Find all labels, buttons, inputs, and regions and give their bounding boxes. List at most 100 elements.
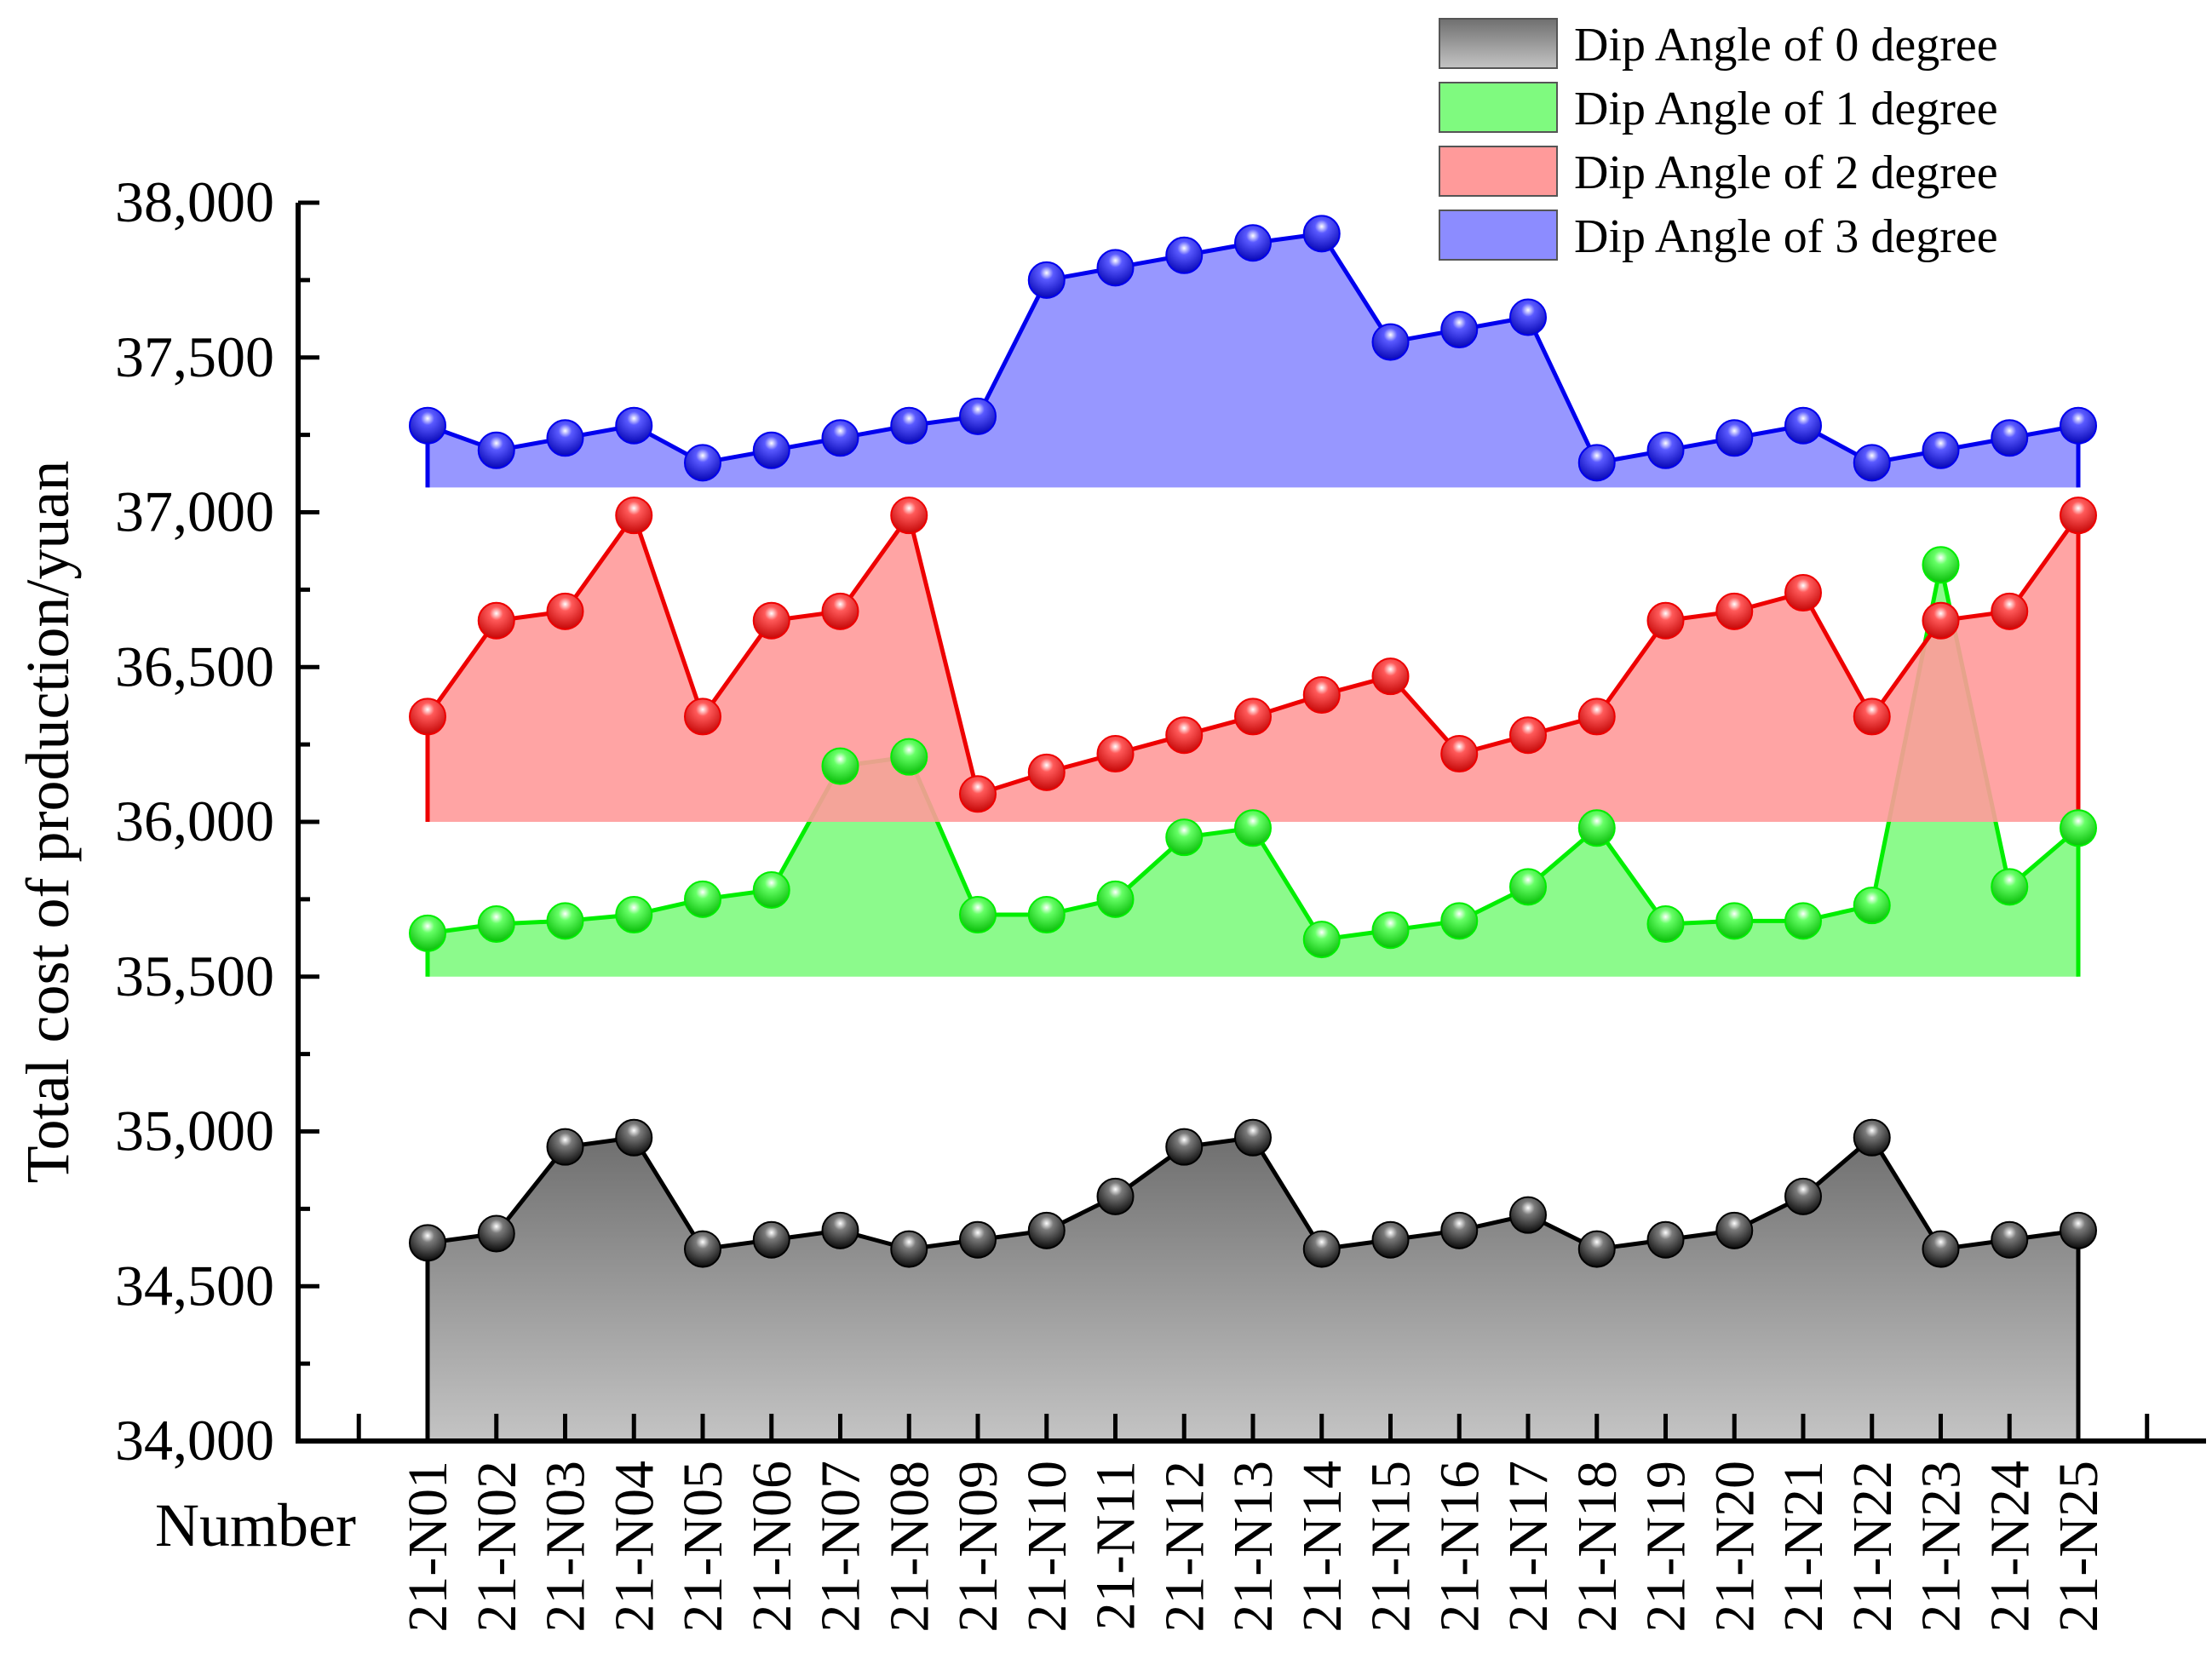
data-point bbox=[1096, 735, 1135, 773]
data-point bbox=[477, 431, 515, 469]
data-point bbox=[1646, 1220, 1685, 1259]
y-tick-label: 37,500 bbox=[115, 324, 274, 389]
data-point bbox=[1234, 698, 1272, 736]
x-tick-label: 21-N02 bbox=[466, 1461, 528, 1633]
legend-label-0: Dip Angle of 0 degree bbox=[1574, 19, 1998, 72]
data-point bbox=[1853, 444, 1891, 482]
x-tick-label: 21-N16 bbox=[1428, 1461, 1491, 1633]
data-point bbox=[1165, 716, 1204, 755]
series-0 bbox=[425, 1135, 2081, 1441]
data-point bbox=[1371, 911, 1410, 950]
x-tick-label: 21-N10 bbox=[1016, 1461, 1078, 1633]
data-point bbox=[1440, 735, 1479, 773]
data-point bbox=[959, 896, 997, 934]
x-tick-label: 21-N11 bbox=[1085, 1461, 1147, 1630]
series-area-3 bbox=[428, 233, 2078, 488]
data-point bbox=[1509, 868, 1547, 906]
data-point bbox=[1853, 1118, 1891, 1157]
data-point bbox=[821, 1211, 859, 1249]
y-axis-title: Total cost of production/yuan bbox=[14, 461, 82, 1184]
series-markers-0 bbox=[409, 1118, 2097, 1268]
data-point bbox=[1646, 601, 1685, 640]
data-point bbox=[409, 698, 446, 736]
y-tick-label: 38,000 bbox=[115, 169, 274, 234]
data-point bbox=[1577, 809, 1616, 847]
series-area-2 bbox=[428, 515, 2078, 822]
data-point bbox=[1302, 921, 1341, 959]
data-point bbox=[1234, 224, 1272, 262]
data-point bbox=[1440, 902, 1479, 940]
data-point bbox=[2060, 1211, 2097, 1249]
data-point bbox=[752, 870, 790, 909]
data-point bbox=[752, 431, 790, 469]
x-tick-label: 21-N24 bbox=[1979, 1461, 2041, 1633]
data-point bbox=[2060, 809, 2097, 847]
x-tick-label: 21-N12 bbox=[1153, 1461, 1215, 1633]
data-point bbox=[1027, 753, 1066, 791]
legend-label-3: Dip Angle of 3 degree bbox=[1574, 210, 1998, 263]
data-point bbox=[1991, 592, 2029, 630]
data-point bbox=[1096, 1177, 1135, 1215]
data-point bbox=[1715, 902, 1754, 940]
legend: Dip Angle of 0 degree Dip Angle of 1 deg… bbox=[1439, 18, 1998, 263]
data-point bbox=[1165, 1128, 1204, 1166]
data-point bbox=[752, 601, 790, 640]
data-point bbox=[1715, 1211, 1754, 1249]
x-tick-label: 21-N25 bbox=[2048, 1461, 2110, 1633]
data-point bbox=[1715, 592, 1754, 630]
series-markers-2 bbox=[409, 497, 2097, 813]
x-tick-label: 21-N05 bbox=[672, 1461, 734, 1633]
series-2 bbox=[425, 513, 2081, 822]
data-point bbox=[821, 592, 859, 630]
data-point bbox=[890, 738, 928, 776]
data-point bbox=[1165, 236, 1204, 274]
data-point bbox=[1509, 298, 1547, 336]
x-tick-label: 21-N22 bbox=[1841, 1461, 1904, 1633]
y-tick-label: 35,500 bbox=[115, 944, 274, 1008]
data-point bbox=[959, 397, 997, 435]
series-area-0 bbox=[428, 1137, 2078, 1441]
data-point bbox=[684, 698, 721, 736]
data-point bbox=[615, 406, 653, 445]
data-point bbox=[1922, 546, 1960, 584]
x-tick-label: 21-N17 bbox=[1497, 1461, 1560, 1633]
x-tick-label: 21-N03 bbox=[535, 1461, 597, 1633]
data-point bbox=[1509, 716, 1547, 755]
y-tick-label: 36,000 bbox=[115, 789, 274, 853]
data-point bbox=[1096, 880, 1135, 918]
data-point bbox=[1853, 698, 1891, 736]
x-ticks: 21-N01 21-N02 21-N03 21-N04 21-N05 21-N06 21-N… bbox=[356, 1414, 2150, 1633]
data-point bbox=[1509, 1196, 1547, 1234]
data-point bbox=[1234, 809, 1272, 847]
data-point bbox=[1027, 896, 1066, 934]
x-tick-label: 21-N04 bbox=[603, 1461, 665, 1633]
axes: 34,000 34,500 35,000 35,500 36,000 36,500 37,0… bbox=[115, 169, 2206, 1633]
data-point bbox=[890, 406, 928, 445]
y-ticks: 34,000 34,500 35,000 35,500 36,000 36,500 37,0… bbox=[115, 169, 319, 1473]
y-tick-label: 34,500 bbox=[115, 1253, 274, 1318]
data-point bbox=[1371, 657, 1410, 696]
legend-swatch-3 bbox=[1439, 210, 1558, 261]
data-point bbox=[1991, 868, 2029, 906]
data-point bbox=[1922, 1230, 1960, 1268]
data-point bbox=[1784, 574, 1822, 612]
x-tick-label: 21-N08 bbox=[878, 1461, 940, 1633]
data-point bbox=[2060, 406, 2097, 445]
data-point bbox=[1991, 1220, 2029, 1259]
x-tick-label: 21-N18 bbox=[1566, 1461, 1629, 1633]
legend-swatch-2 bbox=[1439, 146, 1558, 197]
data-point bbox=[1646, 904, 1685, 943]
data-point bbox=[752, 1220, 790, 1259]
y-tick-label: 34,000 bbox=[115, 1408, 274, 1473]
data-point bbox=[615, 896, 653, 934]
data-point bbox=[684, 880, 721, 918]
data-point bbox=[409, 406, 446, 445]
data-point bbox=[477, 601, 515, 640]
data-point bbox=[684, 1230, 721, 1268]
data-point bbox=[1302, 215, 1341, 253]
data-point bbox=[1991, 419, 2029, 457]
x-tick-label: 21-N13 bbox=[1222, 1461, 1284, 1633]
data-point bbox=[821, 419, 859, 457]
x-tick-label: 21-N19 bbox=[1635, 1461, 1698, 1633]
